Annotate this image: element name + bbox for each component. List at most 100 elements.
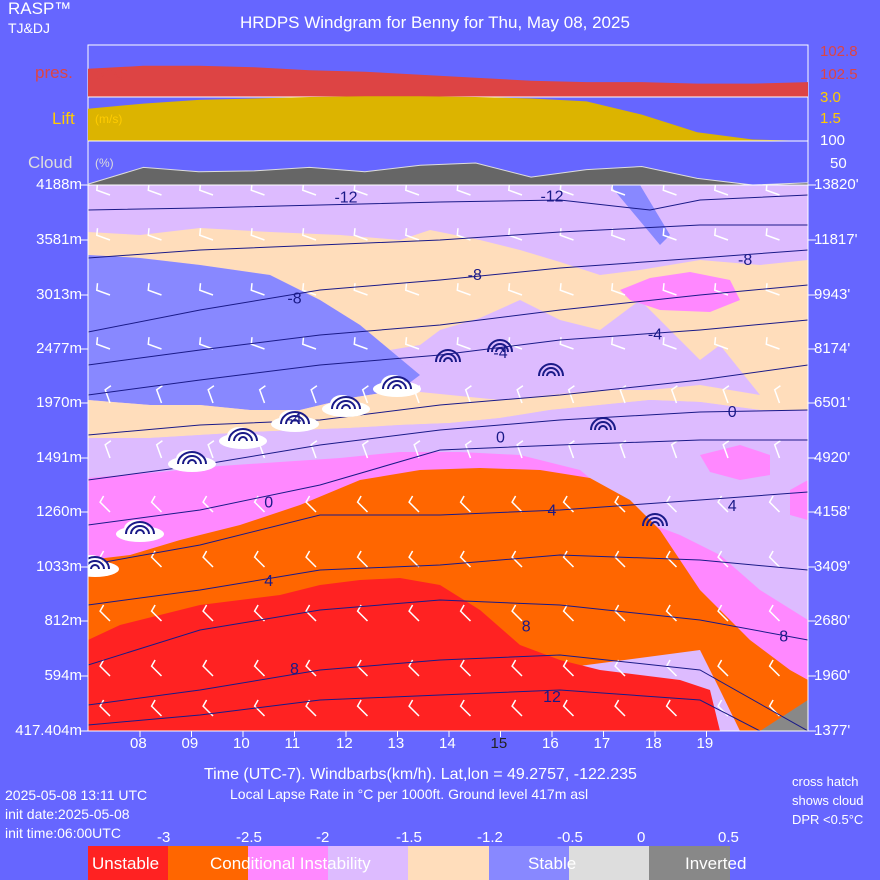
legend-band	[489, 846, 569, 880]
altitude-tick-left: 4188m	[36, 176, 82, 193]
isotherm-label: 4	[728, 498, 737, 515]
wind-barb	[361, 385, 369, 404]
legend-tick: -2	[316, 829, 330, 846]
wind-barb	[662, 185, 677, 196]
hour-tick-label: 09	[181, 735, 199, 752]
legend-tick: -0.5	[557, 829, 583, 846]
altitude-tick-right: 3409'	[814, 558, 851, 575]
altitude-tick-right: 11817'	[814, 231, 858, 248]
pink-spot-right	[700, 445, 770, 480]
wind-barb	[765, 337, 780, 350]
wind-barb	[511, 495, 523, 513]
wind-barb	[559, 185, 574, 196]
altitude-tick-right: 4920'	[814, 449, 851, 466]
legend-band	[248, 846, 328, 880]
wind-barb	[722, 440, 730, 459]
wind-barb	[713, 337, 729, 350]
isotherm-label: 8	[290, 661, 299, 678]
wind-barb	[147, 228, 162, 241]
altitude-tick-left: 1970m	[36, 394, 82, 411]
legend-band	[168, 846, 248, 880]
altitude-tick-left: 1033m	[36, 558, 82, 575]
isotherm-label: -4	[493, 345, 507, 362]
wind-barb	[356, 659, 369, 677]
wind-barb	[150, 604, 163, 622]
hour-tick-label: 16	[542, 735, 559, 752]
wind-barb	[198, 337, 214, 350]
wind-barb	[147, 337, 162, 350]
wind-barb	[610, 185, 626, 196]
wind-barb	[665, 699, 678, 717]
wind-barb	[147, 185, 162, 196]
stable-region-left	[88, 255, 420, 410]
wind-barb	[250, 337, 265, 350]
wind-barb	[202, 604, 214, 622]
hour-tick-label: 17	[593, 735, 611, 752]
legend-tick: -1.2	[477, 829, 503, 846]
init-date: init date:2025-05-08	[5, 806, 130, 822]
isotherm-label: -12	[540, 189, 563, 206]
isotherm-label: 4	[548, 503, 557, 520]
isotherm-label: -4	[287, 411, 301, 428]
wind-barb	[619, 385, 627, 404]
wind-barb	[250, 185, 265, 196]
wind-barb	[202, 495, 214, 513]
wind-barb	[717, 604, 729, 622]
hour-tick-label: 15	[490, 735, 508, 752]
wind-barb	[765, 228, 780, 241]
wind-barb	[459, 659, 472, 677]
altitude-tick-left: 594m	[44, 667, 82, 684]
wind-barb	[768, 550, 781, 568]
legend-band-label: Conditional Instability	[210, 854, 371, 873]
wind-barb	[662, 283, 677, 296]
wind-barb	[207, 440, 215, 459]
wind-barb	[456, 283, 471, 296]
wind-barb	[662, 228, 677, 241]
wind-barb	[198, 283, 214, 296]
wind-barb	[404, 185, 420, 196]
legend-band-label: Unstable	[92, 854, 160, 873]
wind-barb	[301, 337, 317, 350]
hour-tick-label: 18	[645, 735, 662, 752]
hour-tick-label: 19	[696, 735, 714, 752]
wind-barb	[258, 385, 266, 404]
lapse-rate-plot: -12 -12 -8 -8 -8 -4 -4 -4 0 0 0 4 4 4 8 8 8 12	[88, 185, 808, 731]
legend-band	[649, 846, 730, 880]
wind-barb	[147, 283, 162, 296]
lift-panel	[87, 96, 809, 142]
legend-band-label: Inverted	[685, 854, 747, 873]
cloud-tick-mid: 50	[830, 155, 847, 172]
init-time: init time:06:00UTC	[5, 825, 121, 841]
altitude-tick-right: 6501'	[814, 394, 851, 411]
wind-barb	[202, 699, 214, 717]
altitude-tick-left: 1260m	[36, 503, 82, 520]
isotherm-label: 8	[522, 618, 531, 635]
wind-barb	[559, 228, 574, 241]
wind-barb	[305, 699, 317, 717]
altitude-tick-right: 9943'	[814, 286, 851, 303]
pink-spot-upper	[620, 272, 740, 312]
wind-barb	[507, 283, 523, 296]
wind-barb	[765, 185, 780, 196]
unstable-region	[88, 578, 720, 731]
cloud-tick-high: 100	[820, 132, 846, 149]
wind-barb	[768, 495, 781, 513]
altitude-tick-left: 812m	[44, 612, 82, 629]
wind-barb	[198, 185, 214, 196]
legend-tick: -1.5	[396, 829, 422, 846]
wind-barb	[150, 659, 163, 677]
wind-barb	[610, 228, 626, 241]
wind-barb	[511, 699, 523, 717]
wind-barb	[765, 283, 780, 296]
wind-barb	[464, 385, 472, 404]
inverted-corner	[760, 700, 808, 731]
isotherm-label: 12	[543, 689, 561, 706]
wind-barb	[253, 550, 266, 568]
stable-streak	[610, 185, 670, 245]
wind-barb	[662, 337, 677, 350]
wind-barb	[722, 385, 730, 404]
wind-barb	[507, 185, 523, 196]
wind-barb	[301, 228, 317, 241]
wind-barb	[155, 440, 163, 459]
isotherm-label: -12	[334, 190, 357, 207]
